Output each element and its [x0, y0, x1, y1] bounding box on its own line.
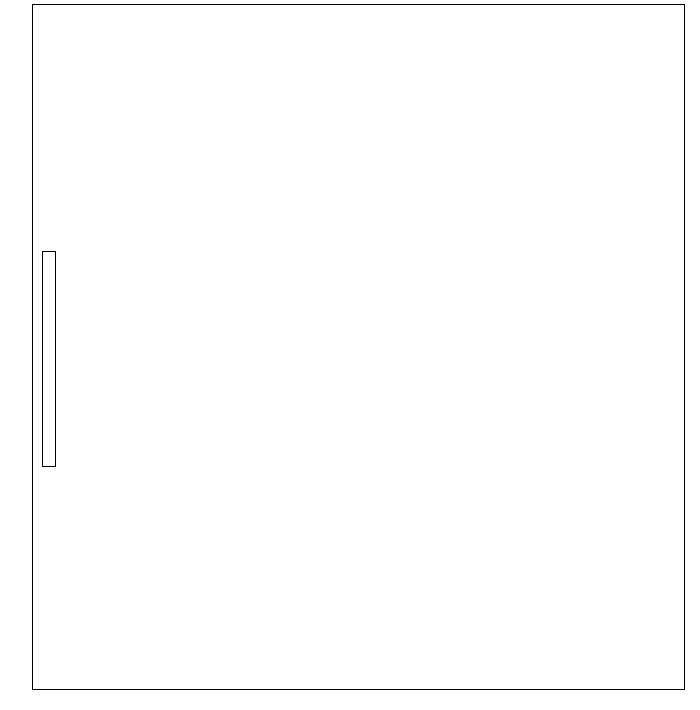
colorbar-frame — [42, 251, 56, 467]
bathymetry-scale-line — [116, 272, 150, 274]
colorbar — [43, 252, 53, 464]
sst-raster-wrap — [33, 5, 684, 688]
sst-canvas — [33, 5, 684, 688]
plot-frame — [32, 4, 685, 690]
